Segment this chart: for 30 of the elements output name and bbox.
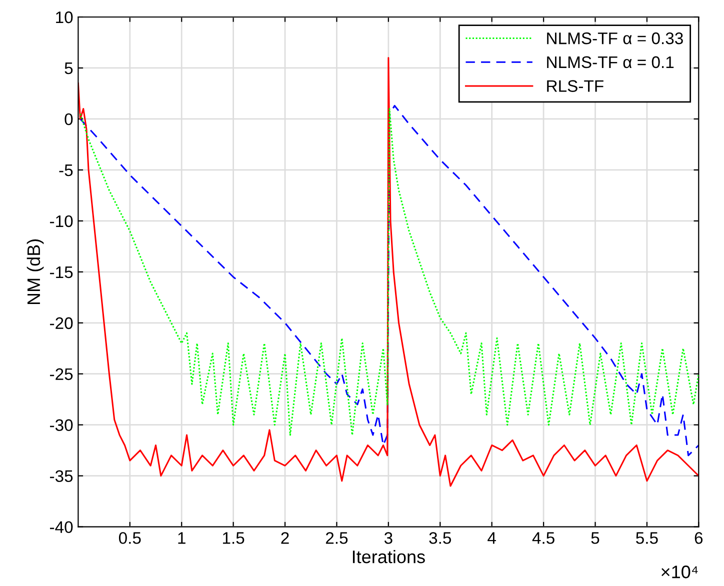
y-axis-title: NM (dB) xyxy=(26,239,44,304)
y-tick-label: 10 xyxy=(56,11,73,24)
x-tick-label: 2 xyxy=(281,532,289,544)
text: ×10⁴ xyxy=(662,566,698,578)
x-tick-label: 1 xyxy=(178,532,186,544)
y-tick-label: -10 xyxy=(50,215,73,228)
x-tick-label: 2.5 xyxy=(326,532,348,544)
x-tick-label: 5 xyxy=(591,532,600,544)
x-tick-label: 4 xyxy=(488,532,496,544)
x-tick-label: 6 xyxy=(694,532,703,544)
y-tick-label: -35 xyxy=(50,470,73,482)
x-tick-label: 3.5 xyxy=(429,532,452,544)
x-tick-label: 1.5 xyxy=(222,532,244,544)
legend-label: RLS-TF xyxy=(547,80,604,92)
legend-label: NLMS-TF α = 0.1 xyxy=(547,56,674,68)
y-tick-label: 5 xyxy=(64,62,73,74)
x-tick-label: 4.5 xyxy=(532,532,554,544)
legend-label: NLMS-TF α = 0.33 xyxy=(547,32,683,44)
y-tick-label: -5 xyxy=(59,164,73,176)
x-tick-label: 5.5 xyxy=(636,532,658,544)
y-tick-label: -30 xyxy=(50,419,73,432)
y-tick-label: 0 xyxy=(64,113,73,126)
line-series xyxy=(78,57,699,487)
y-tick-label: -40 xyxy=(50,521,73,534)
y-tick-label: -25 xyxy=(50,368,73,380)
x-tick-label: 0.5 xyxy=(118,532,141,544)
y-tick-label: -20 xyxy=(50,317,73,330)
x-axis-title: Iterations xyxy=(352,550,425,564)
y-tick-label: -15 xyxy=(50,266,73,278)
x-tick-label: 3 xyxy=(384,532,392,544)
